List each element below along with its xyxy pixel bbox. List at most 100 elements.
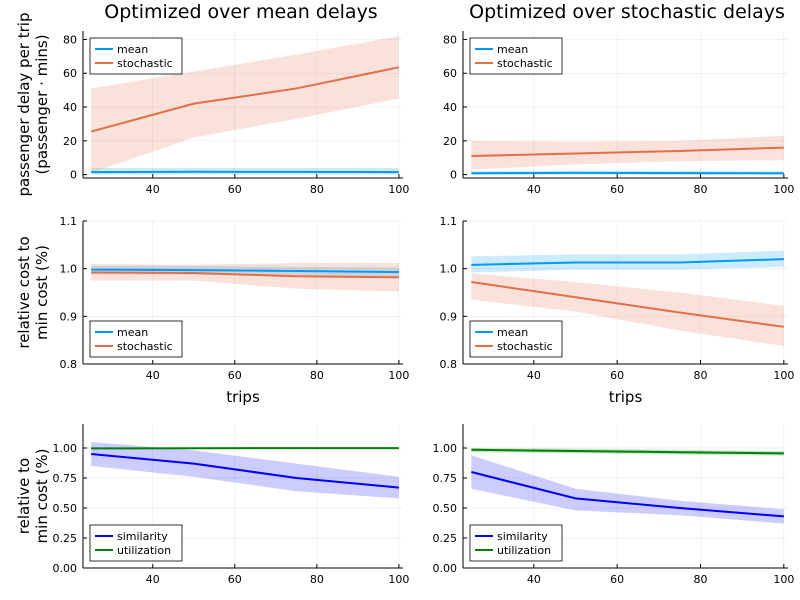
x-tick-label: 100 (773, 573, 794, 586)
ribbon-stochastic (91, 36, 399, 173)
legend-label-similarity: similarity (497, 530, 548, 543)
legend-label-stochastic: stochastic (117, 57, 173, 70)
x-tick-label: 60 (228, 369, 242, 382)
legend-label-mean: mean (117, 326, 148, 339)
y-axis-label-line: min cost (%) (33, 245, 51, 340)
y-tick-label: 40 (443, 101, 457, 114)
y-tick-label: 80 (63, 33, 77, 46)
x-tick-label: 80 (694, 573, 708, 586)
y-tick-label: 1.1 (60, 215, 78, 228)
line-utilization (471, 448, 784, 455)
legend-label-stochastic: stochastic (117, 340, 173, 353)
y-axis-label: passenger delay per trip(passenger · min… (15, 13, 51, 197)
y-axis-label-line: relative cost to (15, 236, 33, 348)
y-tick-label: 1.0 (440, 263, 458, 276)
chart-title: Optimized over mean delays (104, 1, 377, 23)
line-stochastic (90, 66, 400, 133)
x-tick-label: 80 (310, 183, 324, 196)
y-tick-label: 60 (443, 67, 457, 80)
x-tick-label: 40 (527, 183, 541, 196)
y-tick-label: 0.25 (53, 532, 78, 545)
x-tick-label: 60 (610, 573, 624, 586)
y-tick-label: 0.9 (60, 310, 78, 323)
legend-box (469, 320, 563, 358)
y-tick-label: 0.00 (53, 562, 78, 575)
y-axis-label-line: min cost (%) (33, 449, 51, 544)
panel-5: 40 60 80 100 0.00 0.25 0.50 0.75 1.00 similarityu… (15, 424, 409, 586)
ribbon-similarity (471, 455, 784, 524)
y-tick-label: 20 (443, 135, 457, 148)
legend-label-utilization: utilization (497, 544, 551, 557)
y-tick-label: 0.50 (53, 502, 78, 515)
x-tick-label: 40 (527, 573, 541, 586)
line-stochastic (471, 146, 784, 158)
x-tick-label: 80 (310, 369, 324, 382)
y-tick-label: 0.8 (60, 358, 78, 371)
line-mean (471, 258, 784, 266)
y-tick-label: 80 (443, 33, 457, 46)
y-tick-label: 0 (450, 169, 457, 182)
legend-label-utilization: utilization (117, 544, 171, 557)
x-tick-label: 80 (694, 183, 708, 196)
line-similarity (91, 453, 399, 489)
y-tick-label: 0 (70, 169, 77, 182)
legend-box (89, 320, 183, 358)
y-tick-label: 0.75 (433, 472, 458, 485)
x-tick-label: 40 (146, 573, 160, 586)
y-tick-label: 0.25 (433, 532, 458, 545)
legend-label-mean: mean (497, 43, 528, 56)
x-tick-label: 60 (228, 573, 242, 586)
legend-label-mean: mean (497, 326, 528, 339)
x-axis-label: trips (609, 388, 643, 406)
x-axis-label: trips (226, 388, 260, 406)
y-tick-label: 0.8 (440, 358, 458, 371)
x-tick-label: 60 (610, 369, 624, 382)
x-tick-label: 60 (228, 183, 242, 196)
y-tick-label: 0.00 (433, 562, 458, 575)
y-tick-label: 0.50 (433, 502, 458, 515)
chart-title: Optimized over stochastic delays (469, 1, 785, 23)
legend-box (469, 524, 563, 562)
y-axis-label: relative cost tomin cost (%) (15, 236, 51, 348)
x-tick-label: 100 (388, 573, 409, 586)
legend-box (469, 37, 563, 75)
x-tick-label: 80 (310, 573, 324, 586)
y-tick-label: 60 (63, 67, 77, 80)
y-axis-label: relative tomin cost (%) (15, 449, 51, 544)
y-tick-label: 1.1 (440, 215, 458, 228)
line-mean (91, 268, 399, 274)
x-tick-label: 80 (694, 369, 708, 382)
line-similarity (471, 471, 784, 518)
y-tick-label: 1.0 (60, 263, 78, 276)
x-tick-label: 100 (773, 369, 794, 382)
legend-box (89, 37, 183, 75)
y-tick-label: 20 (63, 135, 77, 148)
legend-label-stochastic: stochastic (497, 57, 553, 70)
y-tick-label: 40 (63, 101, 77, 114)
ribbon-stochastic (471, 273, 784, 346)
legend-label-similarity: similarity (117, 530, 168, 543)
y-tick-label: 1.00 (53, 442, 78, 455)
line-stochastic (471, 281, 784, 328)
x-tick-label: 40 (146, 183, 160, 196)
panel-6: 40 60 80 100 0.00 0.25 0.50 0.75 1.00 similarityu… (433, 424, 794, 586)
x-tick-label: 40 (527, 369, 541, 382)
x-tick-label: 100 (773, 183, 794, 196)
y-tick-label: 1.00 (433, 442, 458, 455)
y-tick-label: 0.75 (53, 472, 78, 485)
legend-box (89, 524, 183, 562)
x-tick-label: 60 (610, 183, 624, 196)
y-axis-label-line: relative to (15, 458, 33, 534)
legend-label-mean: mean (117, 43, 148, 56)
